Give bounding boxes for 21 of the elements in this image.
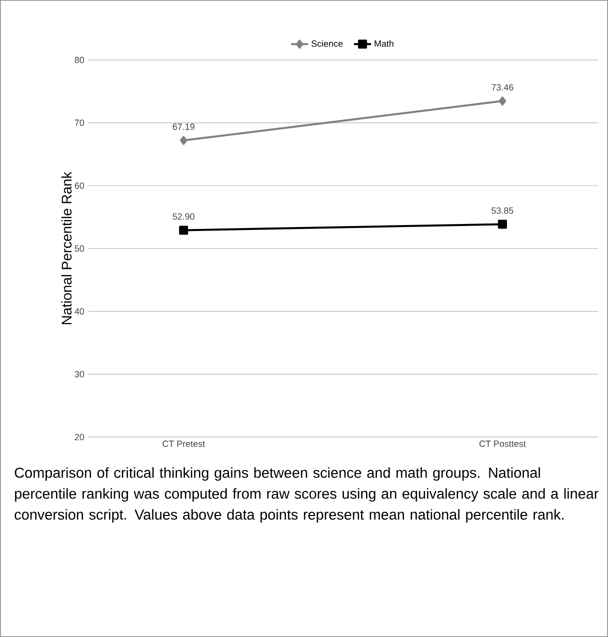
data-label: 73.46 <box>492 84 514 90</box>
y-tick-label: 80 <box>74 56 84 64</box>
legend-label: Science <box>312 40 343 47</box>
text: Comparison of critical thinking gains between science and math groups. National percentile ranking was computed from raw scores using an equivalency scale and a linear conversion script. Values above data points represent mean national percentile rank. <box>14 467 598 523</box>
y-tick-label: 70 <box>74 120 84 126</box>
point <box>498 220 507 229</box>
point <box>180 136 188 145</box>
point <box>179 226 188 235</box>
data-label: 67.19 <box>172 124 194 130</box>
y-tick-label: 40 <box>74 308 84 315</box>
y-tick-label: 60 <box>74 182 84 189</box>
data-label: 52.90 <box>172 213 194 220</box>
y-axis-title: National Percentile Rank <box>61 172 72 324</box>
x-tick-label: CT Posttest <box>479 440 526 447</box>
y-tick-label: 20 <box>74 434 84 440</box>
data-label: 53.85 <box>492 207 514 214</box>
point <box>498 96 506 106</box>
y-tick-label: 50 <box>74 245 84 252</box>
legend-label: Math <box>374 40 394 47</box>
x-tick-label: CT Pretest <box>162 440 205 447</box>
y-tick-label: 30 <box>74 370 84 378</box>
